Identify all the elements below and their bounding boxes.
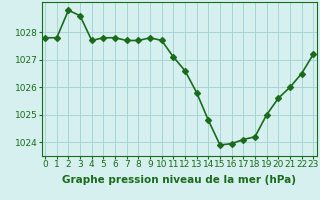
X-axis label: Graphe pression niveau de la mer (hPa): Graphe pression niveau de la mer (hPa) [62, 175, 296, 185]
